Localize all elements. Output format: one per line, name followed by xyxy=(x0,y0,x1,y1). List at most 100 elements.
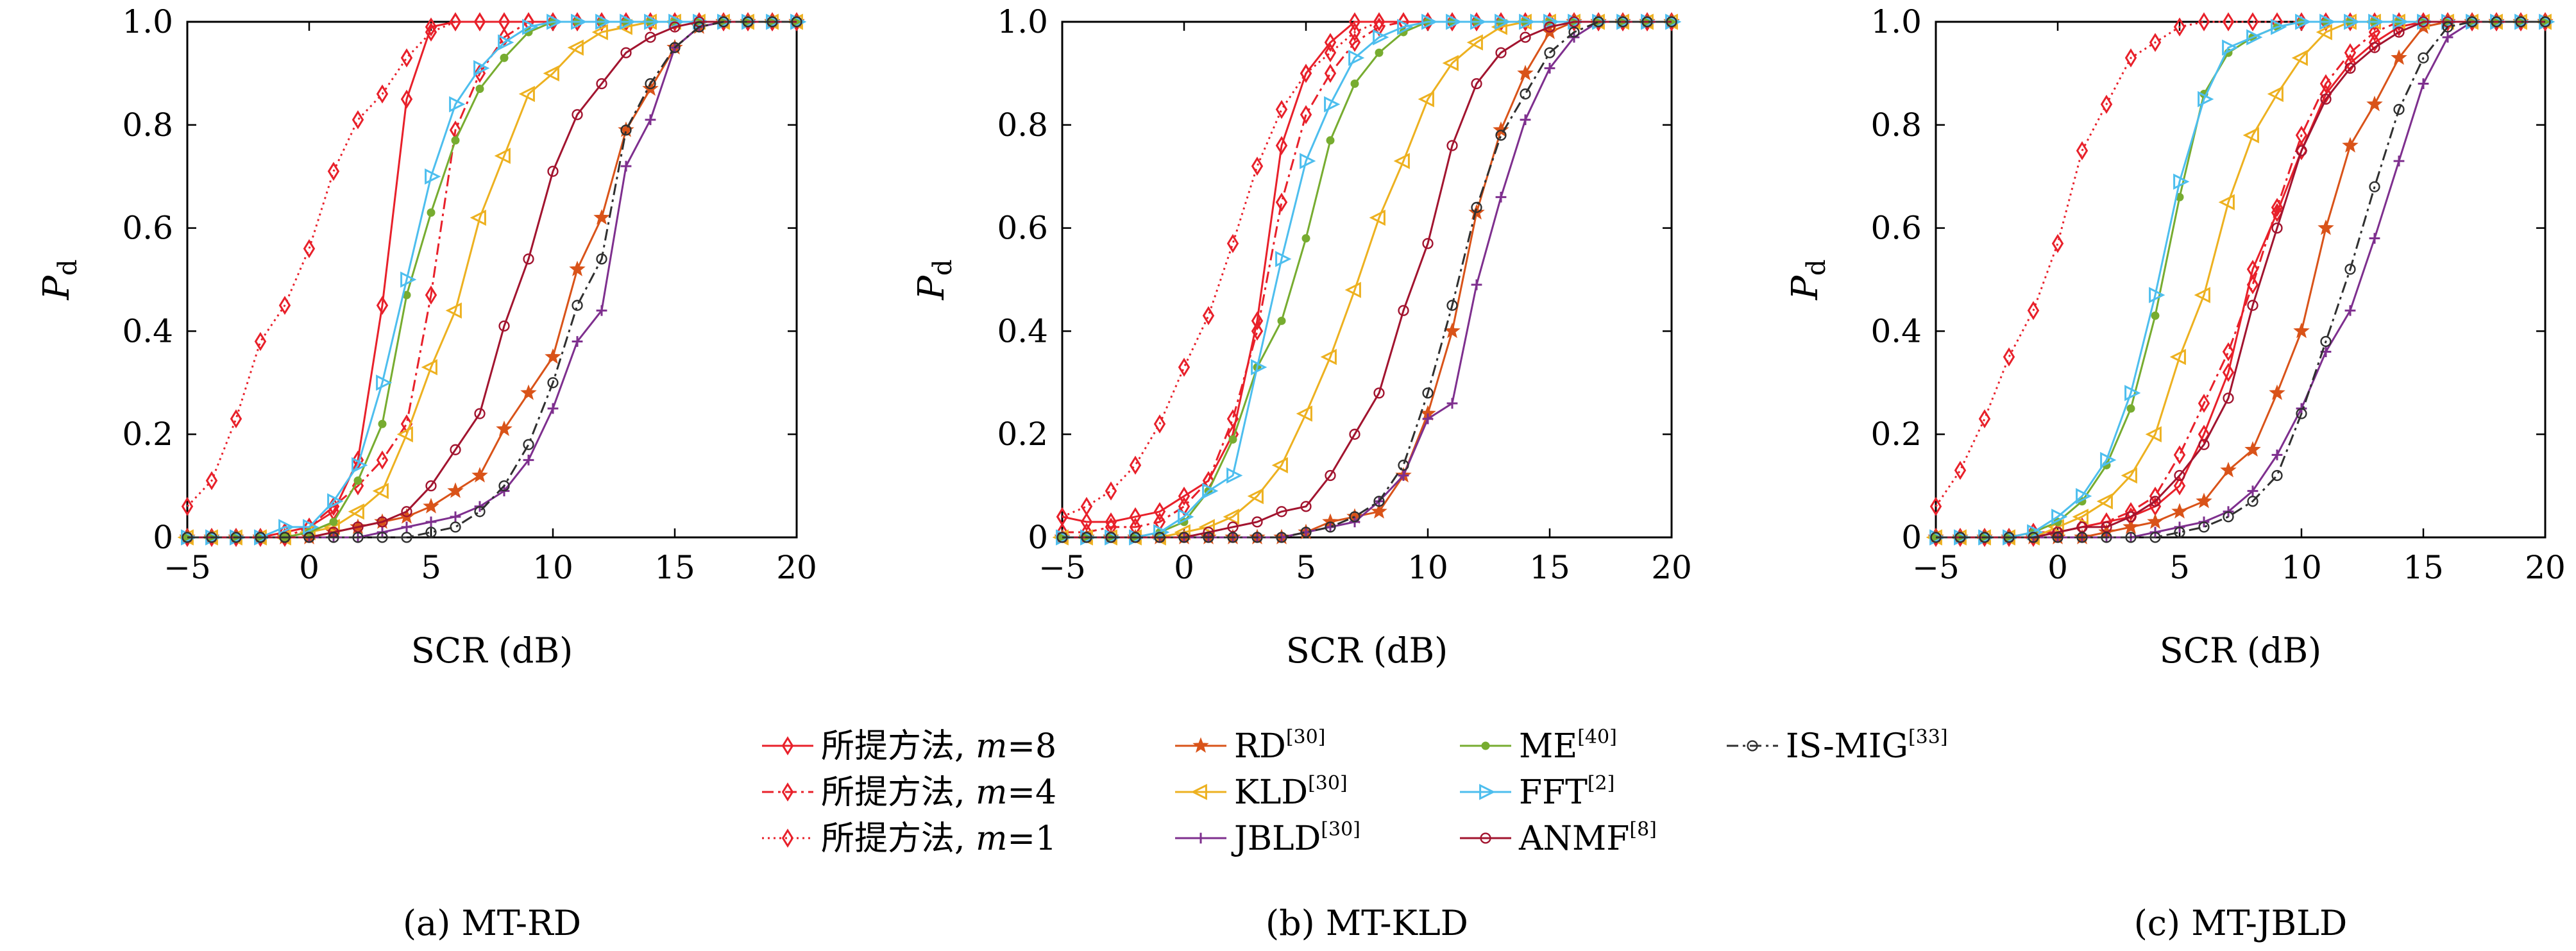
data-point-fft xyxy=(2246,29,2263,46)
data-point-prop1 xyxy=(1153,414,1166,433)
data-point-anmf xyxy=(596,78,607,90)
data-point-anmf xyxy=(2125,511,2137,523)
x-tick-label: −5 xyxy=(1038,549,1086,586)
y-axis-label: Pd xyxy=(911,259,958,300)
data-point-prop1 xyxy=(327,162,340,181)
data-point-anmf xyxy=(2296,145,2307,156)
data-point-rd xyxy=(2123,518,2139,534)
data-point-ismig xyxy=(1398,459,1409,471)
data-point-ismig xyxy=(645,78,656,90)
data-point-fft xyxy=(1324,96,1341,113)
data-point-ismig xyxy=(1593,16,1604,28)
data-point-fft xyxy=(425,168,441,185)
data-point-prop4 xyxy=(2368,22,2381,42)
data-point-fft xyxy=(1543,13,1560,30)
data-point-ismig xyxy=(2198,521,2210,533)
series-anmf xyxy=(182,16,802,543)
data-point-prop1 xyxy=(1056,507,1069,526)
series-prop8 xyxy=(1929,12,2552,547)
y-tick-label: 0.6 xyxy=(997,210,1048,247)
data-point-me xyxy=(427,208,436,217)
data-point-prop1 xyxy=(1202,306,1215,326)
data-point-prop8 xyxy=(400,89,413,109)
series-prop1 xyxy=(1056,12,1678,526)
data-point-ismig xyxy=(2466,16,2478,28)
y-axis-label-sub: d xyxy=(53,259,83,276)
data-point-anmf xyxy=(1471,78,1482,90)
x-tick-label: 5 xyxy=(1296,549,1316,586)
data-point-fft xyxy=(2271,19,2287,35)
y-tick-label: 1.0 xyxy=(122,3,173,40)
series-group xyxy=(1926,12,2555,547)
x-tick-label: 0 xyxy=(299,549,319,586)
x-tick-label: 5 xyxy=(421,549,441,586)
data-point-prop1 xyxy=(1978,409,1991,428)
legend-marker-prop4 xyxy=(781,782,794,802)
data-point-rd xyxy=(1517,64,1534,81)
data-point-prop4 xyxy=(2173,445,2186,465)
series-line-me xyxy=(187,21,797,539)
data-point-rd xyxy=(2318,219,2334,235)
y-tick-label: 0 xyxy=(1901,519,1922,556)
legend-marker-me xyxy=(1481,741,1490,750)
data-point-jbld xyxy=(645,114,656,126)
legend-label-suffix: =4 xyxy=(1007,773,1056,812)
data-point-fft xyxy=(2393,13,2409,30)
data-point-ismig xyxy=(328,532,339,543)
legend-label-prop8: 所提方法, m=8 xyxy=(821,727,1056,766)
y-axis-label-sub: d xyxy=(1802,259,1831,276)
legend-label-rd: RD[30] xyxy=(1234,726,1325,766)
series-line-rd xyxy=(1062,21,1672,539)
plot-frame xyxy=(1935,21,2546,539)
data-point-kld xyxy=(1247,488,1264,505)
series-ismig xyxy=(182,16,802,543)
data-point-fft xyxy=(2100,451,2117,469)
data-point-ismig xyxy=(2296,408,2307,419)
legend-item-prop4: 所提方法, m=4 xyxy=(762,773,1056,812)
legend-item-prop1: 所提方法, m=1 xyxy=(762,820,1056,858)
legend-label-text: FFT xyxy=(1519,773,1588,812)
x-tick-label: 10 xyxy=(532,549,573,586)
data-point-ismig xyxy=(1130,532,1141,543)
data-point-fft xyxy=(1421,13,1438,30)
data-point-prop8 xyxy=(1153,501,1166,521)
data-point-kld xyxy=(518,85,535,103)
data-point-ismig xyxy=(1373,496,1385,507)
data-point-prop1 xyxy=(205,471,218,491)
y-tick-label: 0.8 xyxy=(997,106,1048,144)
data-point-kld xyxy=(543,65,559,82)
data-point-fft xyxy=(2076,488,2092,505)
data-point-anmf xyxy=(1373,387,1385,399)
data-point-rd xyxy=(593,209,610,225)
data-point-prop1 xyxy=(400,48,413,68)
series-prop1 xyxy=(1929,12,2552,516)
x-tick-label: 20 xyxy=(2525,549,2566,586)
data-point-rd xyxy=(447,482,464,498)
data-point-ismig xyxy=(1422,387,1434,399)
y-tick-label: 0.4 xyxy=(122,312,173,349)
data-point-prop4 xyxy=(2319,74,2332,94)
data-point-jbld xyxy=(1446,398,1458,409)
series-line-kld xyxy=(187,21,797,539)
x-tick-label: 10 xyxy=(2281,549,2322,586)
data-point-fft xyxy=(1470,13,1487,30)
data-point-jbld xyxy=(2369,233,2380,244)
data-point-jbld xyxy=(425,516,437,528)
data-point-prop1 xyxy=(181,496,194,516)
legend-marker-rd xyxy=(1192,737,1209,753)
data-point-prop4 xyxy=(2149,486,2162,506)
data-point-anmf xyxy=(1227,521,1239,533)
series-prop8 xyxy=(181,12,803,547)
data-point-fft xyxy=(1251,359,1267,376)
data-point-kld xyxy=(1344,282,1361,298)
data-point-anmf xyxy=(1276,506,1287,518)
data-point-prop1 xyxy=(449,12,462,31)
series-line-kld xyxy=(1062,21,1672,539)
y-tick-label: 0 xyxy=(1028,519,1048,556)
data-point-jbld xyxy=(401,521,412,533)
data-point-prop1 xyxy=(2222,12,2235,31)
data-point-rd xyxy=(2244,441,2261,457)
legend-item-kld: KLD[30] xyxy=(1175,772,1348,812)
y-tick-label: 0.8 xyxy=(122,106,173,144)
